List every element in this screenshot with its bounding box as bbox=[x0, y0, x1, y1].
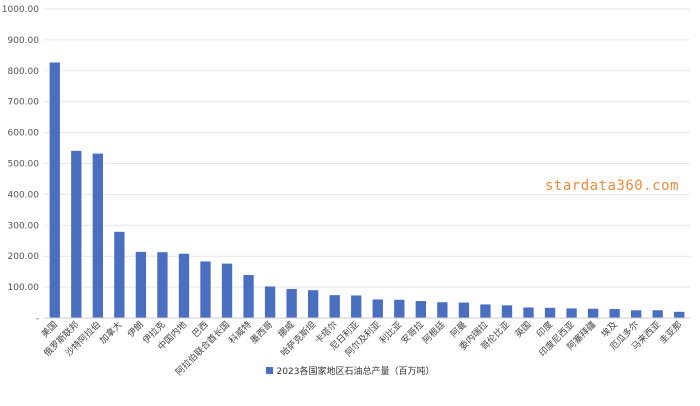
bar[interactable] bbox=[135, 251, 147, 318]
bar[interactable] bbox=[372, 299, 383, 318]
x-tick-label: 墨西哥 bbox=[248, 319, 275, 346]
bar[interactable] bbox=[71, 150, 82, 318]
bar[interactable] bbox=[243, 275, 254, 318]
x-tick-label: 阿根廷 bbox=[420, 319, 448, 347]
bar[interactable] bbox=[351, 295, 362, 318]
bar[interactable] bbox=[630, 310, 642, 318]
legend-swatch bbox=[265, 367, 273, 374]
bar[interactable] bbox=[587, 308, 599, 318]
bars bbox=[49, 62, 685, 318]
bar[interactable] bbox=[652, 310, 663, 318]
bar[interactable] bbox=[157, 252, 168, 318]
legend[interactable]: 2023各国家地区石油总产量（百万吨） bbox=[0, 364, 700, 377]
bar[interactable] bbox=[609, 309, 620, 318]
y-tick-label: 300.00 bbox=[8, 221, 40, 231]
x-tick-label: 利比亚 bbox=[377, 319, 405, 347]
bar[interactable] bbox=[114, 231, 125, 318]
bar[interactable] bbox=[49, 62, 60, 318]
bar[interactable] bbox=[523, 307, 534, 318]
y-axis-tick-labels: - 100.00 200.00 300.00 400.00 500.00 600.00 700… bbox=[2, 5, 39, 324]
x-tick-label: 加拿大 bbox=[97, 319, 125, 347]
bar[interactable] bbox=[221, 263, 233, 318]
y-tick-label: 700.00 bbox=[8, 98, 40, 108]
y-tick-label: 800.00 bbox=[8, 67, 40, 77]
bar[interactable] bbox=[178, 253, 190, 318]
y-tick-label: 1000.00 bbox=[2, 5, 39, 15]
y-tick-label: 200.00 bbox=[8, 252, 40, 262]
bar[interactable] bbox=[544, 307, 556, 318]
bar[interactable] bbox=[329, 295, 340, 318]
y-tick-label: - bbox=[36, 314, 39, 324]
legend-label: 2023各国家地区石油总产量（百万吨） bbox=[276, 367, 435, 377]
bar[interactable] bbox=[437, 302, 448, 318]
y-tick-label: 900.00 bbox=[8, 36, 40, 46]
y-tick-label: 400.00 bbox=[8, 190, 40, 200]
y-tick-label: 500.00 bbox=[8, 160, 40, 170]
bar[interactable] bbox=[566, 308, 577, 318]
bar[interactable] bbox=[286, 288, 297, 318]
bar[interactable] bbox=[200, 261, 211, 318]
y-tick-label: 100.00 bbox=[8, 283, 40, 293]
bar[interactable] bbox=[480, 304, 491, 318]
x-tick-label: 科威特 bbox=[226, 319, 254, 347]
watermark-text: stardata360.com bbox=[545, 178, 679, 194]
grid-lines bbox=[44, 8, 690, 288]
bar[interactable] bbox=[394, 299, 405, 318]
bar[interactable] bbox=[92, 153, 104, 318]
bar[interactable] bbox=[458, 302, 470, 318]
bar[interactable] bbox=[307, 290, 319, 318]
bar[interactable] bbox=[415, 301, 427, 318]
y-tick-label: 600.00 bbox=[8, 129, 40, 139]
x-tick-label: 英国 bbox=[512, 319, 533, 340]
x-tick-label: 圭亚那 bbox=[657, 319, 685, 347]
bar[interactable] bbox=[264, 286, 276, 318]
x-tick-label: 安哥拉 bbox=[398, 319, 426, 347]
bar[interactable] bbox=[674, 311, 685, 318]
bar[interactable] bbox=[501, 305, 513, 318]
